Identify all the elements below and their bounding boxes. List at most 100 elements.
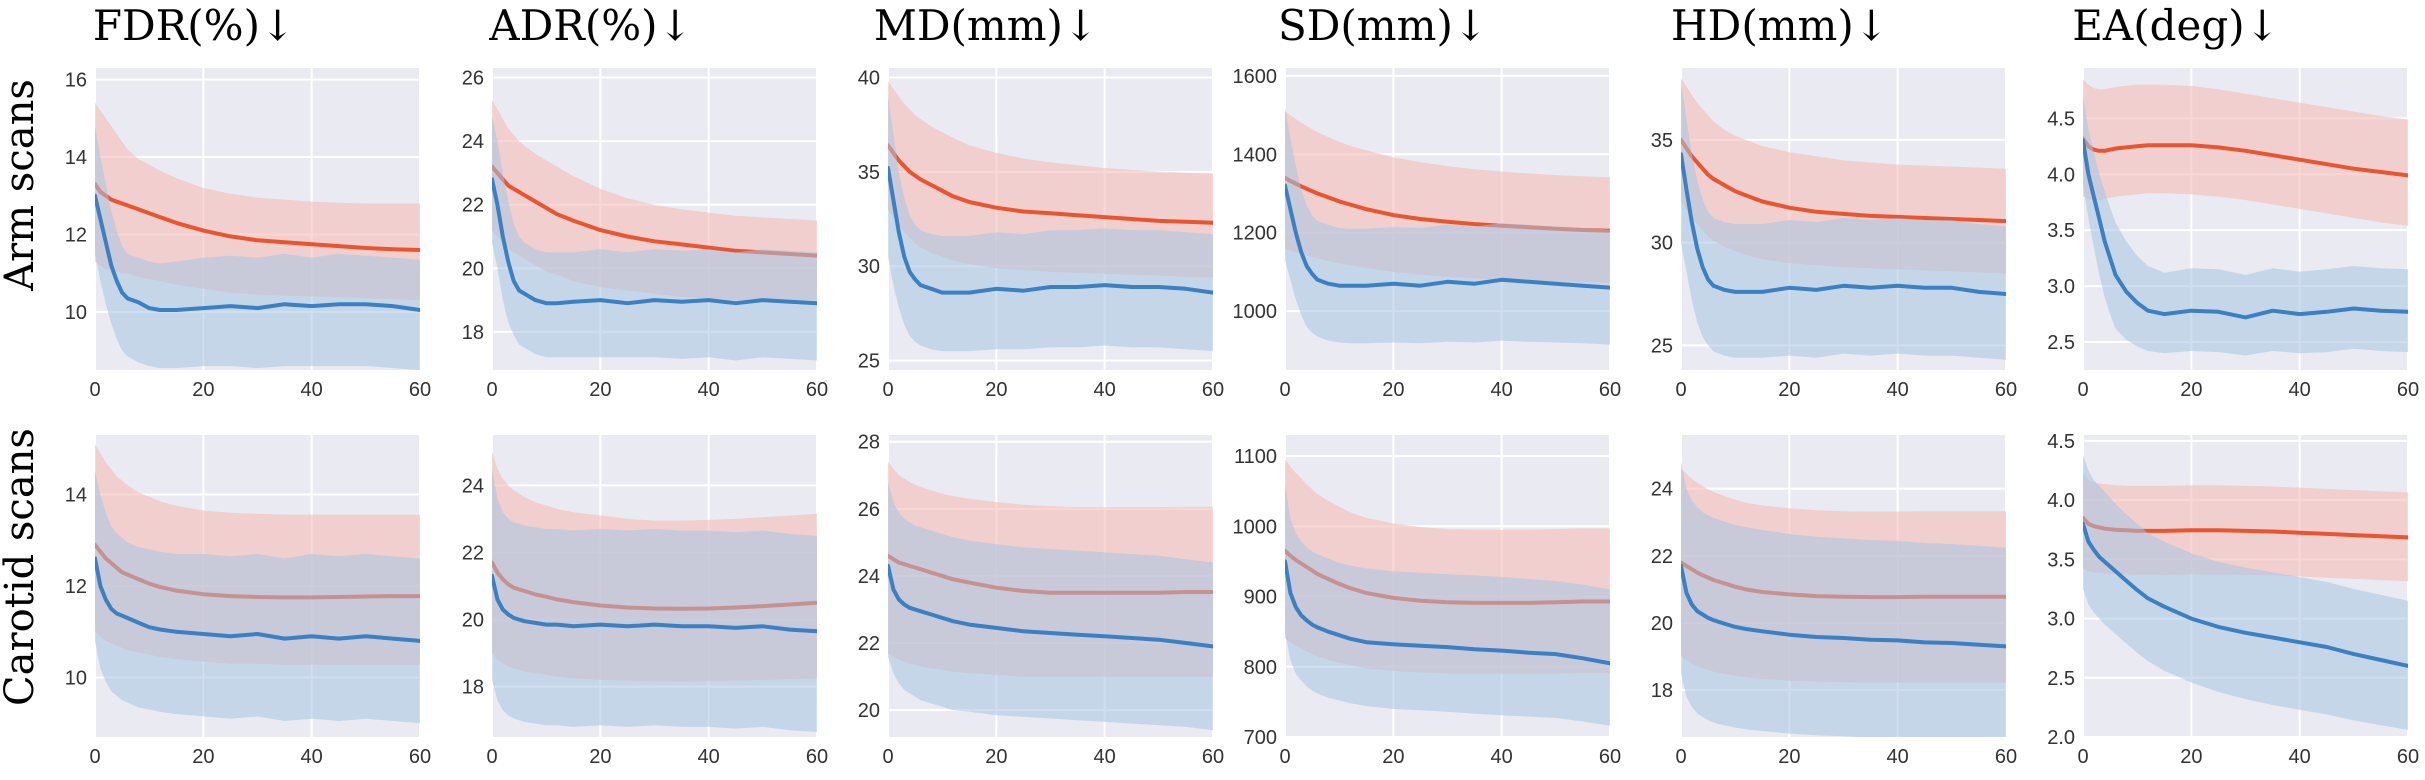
y-tick-label: 40 xyxy=(858,67,880,89)
x-tick-label: 60 xyxy=(1599,379,1621,401)
series-group xyxy=(492,451,817,732)
x-tick-label: 60 xyxy=(2397,746,2419,768)
x-tick-label: 60 xyxy=(806,746,828,768)
series-group xyxy=(2083,79,2408,356)
y-tick-label: 1000 xyxy=(1233,516,1278,538)
x-tick-label: 20 xyxy=(192,379,214,401)
y-tick-label: 18 xyxy=(1651,680,1673,702)
y-tick-label: 3.0 xyxy=(2047,609,2075,631)
y-tick-label: 22 xyxy=(1651,546,1673,568)
y-tick-label: 20 xyxy=(462,610,484,632)
y-tick-label: 35 xyxy=(1651,130,1673,152)
series-group xyxy=(492,99,817,361)
y-tick-label: 20 xyxy=(858,700,880,722)
series-group xyxy=(888,461,1213,731)
blue-series-line xyxy=(1285,559,1610,666)
x-tick-label: 0 xyxy=(882,379,893,401)
x-tick-label: 40 xyxy=(1887,746,1909,768)
series-group xyxy=(95,444,420,724)
y-tick-label: 2.0 xyxy=(2047,727,2075,749)
series-group xyxy=(2083,455,2408,730)
blue-confidence-band xyxy=(492,468,817,732)
orange-series-line xyxy=(1681,137,2006,224)
panel-ea-carotid: 0 20 40 60 2.0 2.5 3.0 3.5 4.0 4.5 xyxy=(2047,431,2419,768)
y-tick-label: 22 xyxy=(462,542,484,564)
x-tick-label: 20 xyxy=(1382,746,1404,768)
y-tick-label: 12 xyxy=(65,576,87,598)
x-tick-label: 0 xyxy=(1279,746,1290,768)
x-tick-label: 0 xyxy=(89,379,100,401)
y-tick-label: 20 xyxy=(462,258,484,280)
blue-confidence-band xyxy=(492,115,817,361)
y-tick-label: 30 xyxy=(858,256,880,278)
x-tick-label: 60 xyxy=(1599,746,1621,768)
blue-confidence-band xyxy=(2083,455,2408,730)
series-group xyxy=(1681,78,2006,360)
orange-series-line xyxy=(95,182,420,252)
y-tick-label: 4.0 xyxy=(2047,490,2075,512)
metric-title-fdr: FDR(%)↓ xyxy=(93,1,295,50)
metric-title-hd: HD(mm)↓ xyxy=(1671,1,1889,50)
x-tick-label: 20 xyxy=(2180,746,2202,768)
y-tick-label: 25 xyxy=(1651,335,1673,357)
x-tick-label: 20 xyxy=(192,746,214,768)
x-tick-label: 60 xyxy=(409,379,431,401)
orange-series-line xyxy=(2083,136,2408,178)
x-tick-label: 60 xyxy=(1995,746,2017,768)
y-tick-label: 2.5 xyxy=(2047,668,2075,690)
x-tick-label: 0 xyxy=(2077,379,2088,401)
orange-series-line xyxy=(492,164,817,258)
blue-confidence-band xyxy=(1681,461,2006,737)
y-tick-label: 26 xyxy=(858,499,880,521)
panel-hd-carotid: 0 20 40 60 18 20 22 24 xyxy=(1651,435,2017,768)
x-tick-label: 40 xyxy=(2289,379,2311,401)
blue-series-line xyxy=(95,193,420,312)
x-tick-label: 40 xyxy=(1094,379,1116,401)
x-tick-label: 60 xyxy=(409,746,431,768)
x-tick-label: 0 xyxy=(486,379,497,401)
blue-series-line xyxy=(492,573,817,634)
y-tick-label: 35 xyxy=(858,162,880,184)
y-tick-label: 24 xyxy=(462,131,484,153)
x-tick-label: 60 xyxy=(1202,746,1224,768)
x-tick-label: 20 xyxy=(1778,379,1800,401)
panels: 0 20 40 60 10 12 14 16 0 20 40 60 18 20 22 24 26 0 20 40 60 2… xyxy=(65,66,2419,768)
x-tick-label: 40 xyxy=(1887,379,1909,401)
y-tick-label: 20 xyxy=(1651,613,1673,635)
x-tick-label: 20 xyxy=(589,746,611,768)
y-tick-label: 22 xyxy=(462,195,484,217)
x-tick-label: 20 xyxy=(985,746,1007,768)
blue-series-line xyxy=(2083,138,2408,320)
panel-fdr-arm: 0 20 40 60 10 12 14 16 xyxy=(65,68,431,401)
y-tick-label: 10 xyxy=(65,302,87,324)
blue-series-line xyxy=(95,556,420,643)
metric-titles: FDR(%)↓ ADR(%)↓ MD(mm)↓ SD(mm)↓ HD(mm)↓ … xyxy=(93,1,2280,50)
y-tick-label: 30 xyxy=(1651,233,1673,255)
y-tick-label: 12 xyxy=(65,224,87,246)
x-tick-label: 20 xyxy=(2180,379,2202,401)
y-tick-label: 1400 xyxy=(1233,144,1278,166)
blue-confidence-band xyxy=(1285,484,1610,726)
y-tick-label: 1600 xyxy=(1233,66,1278,88)
blue-series-line xyxy=(492,177,817,306)
y-tick-label: 4.5 xyxy=(2047,108,2075,130)
x-tick-label: 40 xyxy=(2289,746,2311,768)
y-tick-label: 22 xyxy=(858,633,880,655)
orange-confidence-band xyxy=(888,81,1213,278)
y-tick-label: 1000 xyxy=(1233,301,1278,323)
series-group xyxy=(95,102,420,370)
x-tick-label: 20 xyxy=(1382,379,1404,401)
x-tick-label: 60 xyxy=(1995,379,2017,401)
x-tick-label: 20 xyxy=(589,379,611,401)
x-tick-label: 40 xyxy=(698,746,720,768)
x-tick-label: 20 xyxy=(985,379,1007,401)
row-label-arm-scans: Arm scans xyxy=(0,79,43,292)
y-tick-label: 4.0 xyxy=(2047,164,2075,186)
x-tick-label: 40 xyxy=(301,746,323,768)
orange-confidence-band xyxy=(95,102,420,301)
x-tick-label: 40 xyxy=(1094,746,1116,768)
y-tick-label: 16 xyxy=(65,70,87,92)
blue-confidence-band xyxy=(888,482,1213,731)
x-tick-label: 0 xyxy=(882,746,893,768)
y-tick-label: 24 xyxy=(1651,479,1673,501)
